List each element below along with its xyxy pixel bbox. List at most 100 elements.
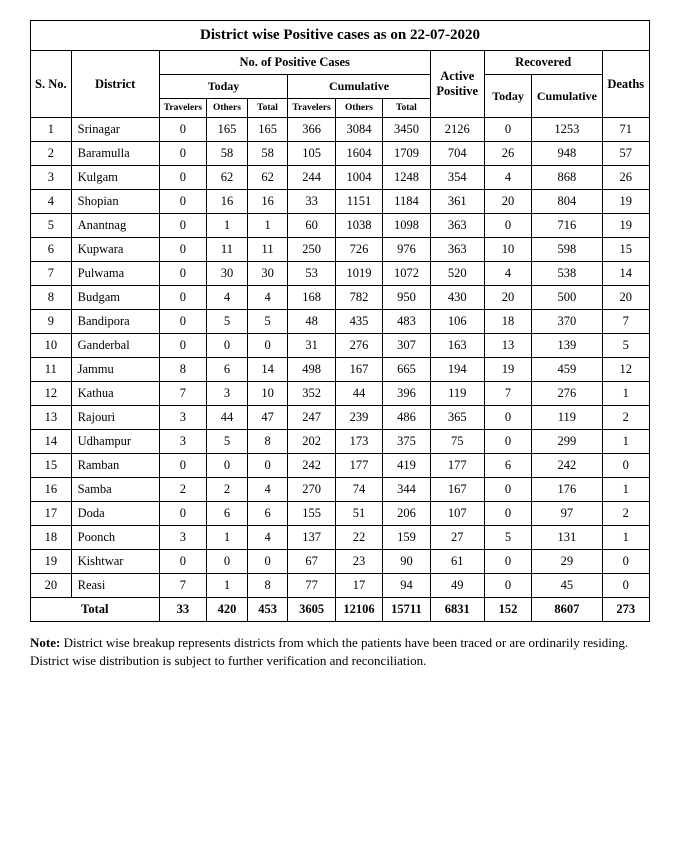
table-row: 11Jammu86144981676651941945912 — [31, 358, 650, 382]
cell-d: Kishtwar — [71, 550, 159, 574]
cell-cl: 3450 — [383, 118, 430, 142]
col-ct: Travelers — [288, 99, 335, 118]
table-row: 4Shopian0161633115111843612080419 — [31, 190, 650, 214]
cell-ap: 61 — [430, 550, 484, 574]
cell-rt: 18 — [484, 310, 531, 334]
cell-to: 58 — [207, 142, 248, 166]
table-row: 7Pulwama030305310191072520453814 — [31, 262, 650, 286]
cell-rc: 868 — [532, 166, 602, 190]
cell-tt: 0 — [159, 166, 206, 190]
cell-tl: 4 — [247, 286, 288, 310]
cell-dh: 0 — [602, 574, 649, 598]
cell-d: Reasi — [71, 574, 159, 598]
table-row: 16Samba2242707434416701761 — [31, 478, 650, 502]
cell-to: 5 — [207, 310, 248, 334]
cell-tt: 3 — [159, 430, 206, 454]
cell-dh: 2 — [602, 406, 649, 430]
cell-cl: 396 — [383, 382, 430, 406]
total-rt: 152 — [484, 598, 531, 622]
cell-rc: 500 — [532, 286, 602, 310]
cell-tl: 11 — [247, 238, 288, 262]
cell-to: 6 — [207, 502, 248, 526]
cell-ap: 365 — [430, 406, 484, 430]
cell-co: 1019 — [335, 262, 382, 286]
cell-rt: 0 — [484, 478, 531, 502]
cell-co: 177 — [335, 454, 382, 478]
cell-ct: 352 — [288, 382, 335, 406]
cell-n: 10 — [31, 334, 72, 358]
table-row: 2Baramulla05858105160417097042694857 — [31, 142, 650, 166]
note-block: Note: District wise breakup represents d… — [30, 634, 650, 669]
cell-to: 44 — [207, 406, 248, 430]
cell-cl: 159 — [383, 526, 430, 550]
cell-ap: 177 — [430, 454, 484, 478]
cell-n: 14 — [31, 430, 72, 454]
cell-co: 239 — [335, 406, 382, 430]
cell-rc: 459 — [532, 358, 602, 382]
cell-dh: 19 — [602, 190, 649, 214]
cell-rc: 139 — [532, 334, 602, 358]
cell-d: Bandipora — [71, 310, 159, 334]
cell-co: 276 — [335, 334, 382, 358]
cell-ct: 242 — [288, 454, 335, 478]
cell-ap: 354 — [430, 166, 484, 190]
col-active: Active Positive — [430, 51, 484, 118]
cell-tt: 0 — [159, 190, 206, 214]
total-row: Total 33 420 453 3605 12106 15711 6831 1… — [31, 598, 650, 622]
cell-rt: 4 — [484, 166, 531, 190]
cell-cl: 483 — [383, 310, 430, 334]
cell-to: 2 — [207, 478, 248, 502]
cell-n: 13 — [31, 406, 72, 430]
cell-d: Rajouri — [71, 406, 159, 430]
cell-tt: 0 — [159, 142, 206, 166]
total-dh: 273 — [602, 598, 649, 622]
cell-to: 1 — [207, 214, 248, 238]
cell-rt: 0 — [484, 430, 531, 454]
cell-dh: 14 — [602, 262, 649, 286]
cell-tt: 0 — [159, 454, 206, 478]
cell-rt: 0 — [484, 118, 531, 142]
cell-tt: 0 — [159, 286, 206, 310]
cell-dh: 1 — [602, 382, 649, 406]
cell-to: 62 — [207, 166, 248, 190]
cell-rc: 370 — [532, 310, 602, 334]
cell-rt: 0 — [484, 550, 531, 574]
cell-rc: 1253 — [532, 118, 602, 142]
cell-rt: 20 — [484, 286, 531, 310]
cell-ct: 247 — [288, 406, 335, 430]
cell-rc: 45 — [532, 574, 602, 598]
cell-n: 4 — [31, 190, 72, 214]
cell-n: 17 — [31, 502, 72, 526]
cell-tt: 0 — [159, 334, 206, 358]
cell-ct: 202 — [288, 430, 335, 454]
cell-dh: 20 — [602, 286, 649, 310]
cell-n: 19 — [31, 550, 72, 574]
cell-cl: 486 — [383, 406, 430, 430]
table-row: 1Srinagar01651653663084345021260125371 — [31, 118, 650, 142]
cell-to: 16 — [207, 190, 248, 214]
cell-rt: 0 — [484, 214, 531, 238]
cell-rc: 716 — [532, 214, 602, 238]
cell-ct: 77 — [288, 574, 335, 598]
cell-rc: 598 — [532, 238, 602, 262]
cell-cl: 950 — [383, 286, 430, 310]
cell-ct: 53 — [288, 262, 335, 286]
cell-rc: 176 — [532, 478, 602, 502]
cell-dh: 7 — [602, 310, 649, 334]
cell-co: 1604 — [335, 142, 382, 166]
cell-ct: 155 — [288, 502, 335, 526]
cell-rc: 538 — [532, 262, 602, 286]
table-row: 14Udhampur3582021733757502991 — [31, 430, 650, 454]
cell-d: Ganderbal — [71, 334, 159, 358]
cell-co: 782 — [335, 286, 382, 310]
cell-d: Kathua — [71, 382, 159, 406]
cell-d: Kulgam — [71, 166, 159, 190]
cell-co: 1004 — [335, 166, 382, 190]
cell-tt: 0 — [159, 262, 206, 286]
cell-dh: 0 — [602, 550, 649, 574]
cell-n: 1 — [31, 118, 72, 142]
cell-rc: 131 — [532, 526, 602, 550]
col-rec-cum: Cumulative — [532, 75, 602, 118]
cell-co: 1151 — [335, 190, 382, 214]
cell-cl: 206 — [383, 502, 430, 526]
